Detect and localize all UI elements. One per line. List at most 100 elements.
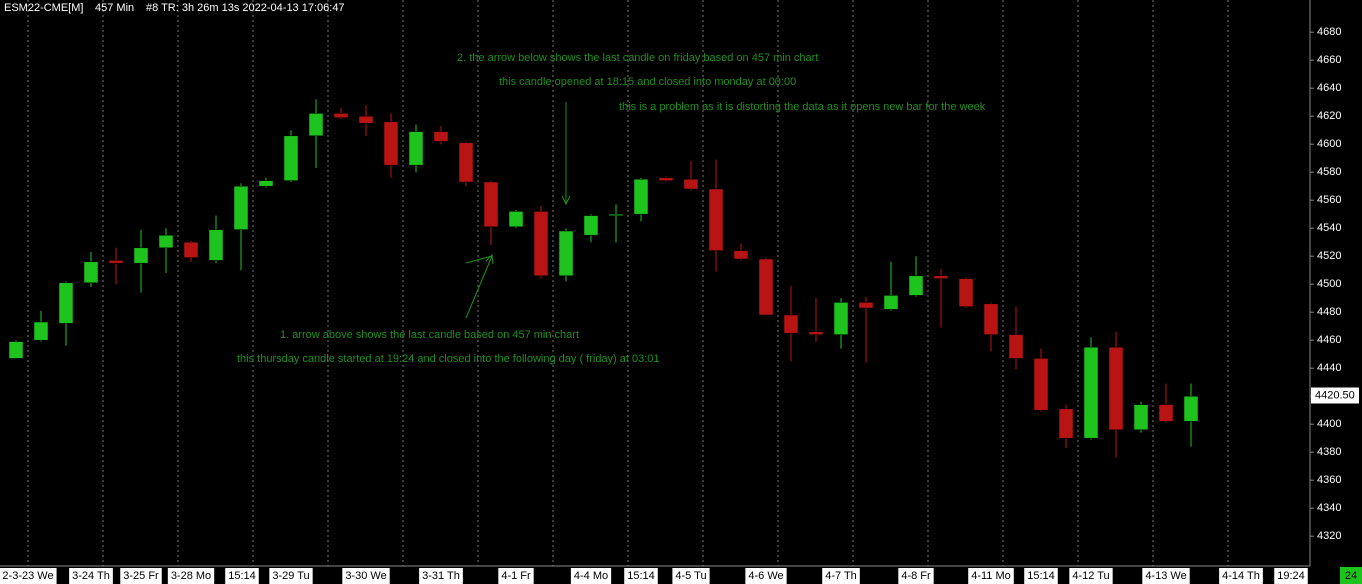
y-tick-label: 4340 (1317, 502, 1341, 514)
y-tick-label: 4460 (1317, 334, 1341, 346)
x-label-box (570, 568, 612, 584)
y-tick-label: 4440 (1317, 362, 1341, 374)
candle-body (333, 113, 349, 118)
y-tick-label: 4380 (1317, 446, 1341, 458)
annotation: 1. arrow above shows the last candle bas… (280, 329, 579, 341)
x-tick-label: 3-24 Th (72, 570, 110, 582)
candle-body (858, 302, 874, 309)
candle-body (608, 213, 624, 216)
candle-body (233, 185, 249, 230)
x-label-box (498, 568, 534, 584)
candle-body (283, 135, 299, 181)
x-tick-label: 2-3-23 We (2, 570, 53, 582)
candle-body (308, 113, 324, 137)
arrow (465, 255, 493, 319)
arrows (465, 102, 571, 319)
x-tick-label: 4-4 Mo (574, 570, 608, 582)
interval: 457 Min (95, 2, 134, 14)
x-tick-label: 3-31 Th (422, 570, 460, 582)
candle-body (33, 321, 49, 341)
arrow-tail (465, 255, 493, 264)
candle-body (1108, 346, 1124, 431)
x-label-box (120, 568, 162, 584)
y-tick-label: 4360 (1317, 474, 1341, 486)
candle-body (658, 177, 674, 181)
y-tick-label: 4540 (1317, 222, 1341, 234)
x-label-box (672, 568, 710, 584)
candle-body (933, 275, 949, 279)
candle-body (383, 121, 399, 166)
last-price-box (1311, 387, 1359, 404)
x-label-box (898, 568, 934, 584)
symbol: ESM22-CME[M] (4, 2, 83, 14)
y-tick-label: 4520 (1317, 250, 1341, 262)
candle-body (908, 275, 924, 296)
candle-body (358, 115, 374, 124)
candle-body (108, 260, 124, 264)
x-label-box (419, 568, 463, 584)
x-label-box (745, 568, 787, 584)
candle-body (8, 341, 24, 359)
candle-body (158, 234, 174, 249)
candle-body (83, 261, 99, 284)
plot (8, 99, 1199, 458)
annotation: this candle opened at 18:15 and closed i… (499, 76, 796, 88)
candle-body (733, 250, 749, 260)
x-tick-label: 15:14 (627, 570, 655, 582)
candle-body (208, 229, 224, 261)
candle-body (458, 142, 474, 183)
x-tick-label: 3-25 Fr (123, 570, 159, 582)
vertical-grid (27, 0, 1229, 566)
y-tick-label: 4600 (1317, 138, 1341, 150)
y-tick-label: 4400 (1317, 418, 1341, 430)
y-tick-label: 4320 (1317, 530, 1341, 542)
candle-body (183, 241, 199, 258)
y-tick-label: 4640 (1317, 82, 1341, 94)
corner-label: 24 (1345, 570, 1357, 582)
x-label-box (269, 568, 313, 584)
x-label-box (167, 568, 215, 584)
y-tick-label: 4660 (1317, 54, 1341, 66)
y-tick-label: 4480 (1317, 306, 1341, 318)
candle-body (683, 178, 699, 190)
arrow-head (561, 195, 571, 206)
candle-body (1058, 408, 1074, 439)
y-tick-label: 4680 (1317, 26, 1341, 38)
x-label-box (1024, 568, 1058, 584)
x-tick-label: 4-7 Th (825, 570, 857, 582)
x-tick-label: 19:24 (1277, 570, 1305, 582)
y-tick-label: 4500 (1317, 278, 1341, 290)
arrow-head (485, 253, 494, 265)
candle-body (958, 278, 974, 307)
candle-body (408, 131, 424, 166)
x-label-box (225, 568, 259, 584)
candle-body (808, 331, 824, 335)
corner-box (1340, 567, 1362, 584)
x-tick-label: 15:14 (228, 570, 256, 582)
candle-body (783, 314, 799, 334)
candle-body (1083, 346, 1099, 439)
annotation: this is a problem as it is distorting th… (619, 101, 986, 113)
last-price-label: 4420.50 (1315, 389, 1355, 401)
candle-body (1008, 334, 1024, 359)
x-tick-label: 3-29 Tu (272, 570, 309, 582)
candle-body (433, 131, 449, 142)
x-tick-label: 4-8 Fr (901, 570, 931, 582)
candle-body (133, 247, 149, 264)
x-tick-label: 4-6 We (748, 570, 783, 582)
candle-body (533, 211, 549, 277)
x-label-box (1142, 568, 1190, 584)
candle-body (708, 188, 724, 251)
candle-body (1133, 404, 1149, 431)
x-tick-label: 4-5 Tu (675, 570, 706, 582)
x-tick-label: 4-12 Tu (1072, 570, 1109, 582)
x-label-box (624, 568, 658, 584)
x-label-box (968, 568, 1014, 584)
candle-body (1183, 395, 1199, 422)
annotation: 2. the arrow below shows the last candle… (457, 52, 818, 64)
x-label-box (1274, 568, 1308, 584)
candle-body (1033, 358, 1049, 411)
x-tick-label: 3-28 Mo (171, 570, 211, 582)
